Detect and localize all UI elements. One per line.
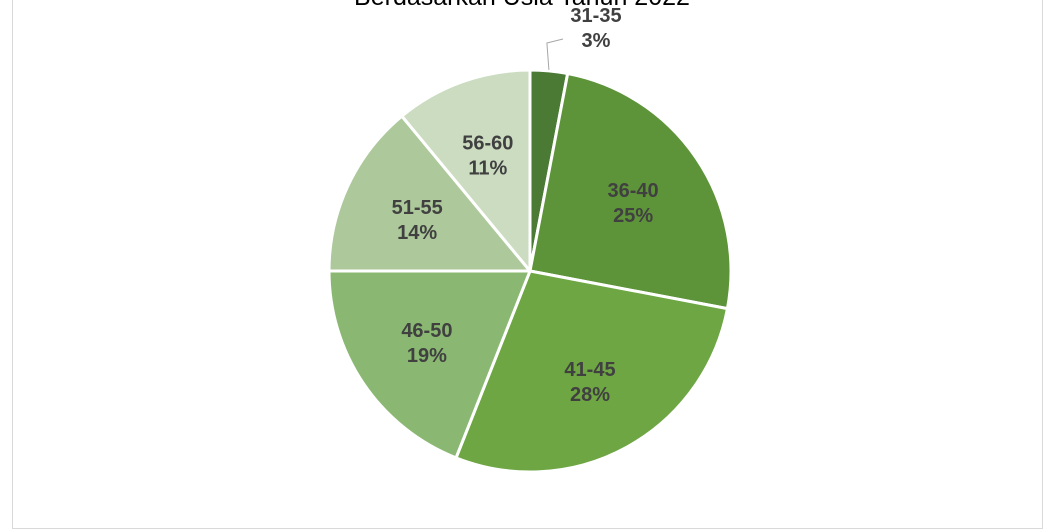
plot-border <box>12 0 1043 529</box>
leader-line <box>546 38 564 70</box>
pie-slice-51-55 <box>327 114 532 273</box>
slice-label-category: 36-40 <box>608 180 659 202</box>
slice-label-value: 25% <box>613 205 653 227</box>
slice-label-category: 56-60 <box>462 133 513 155</box>
pie-slice-36-40 <box>528 72 733 311</box>
slice-label-category: 41-45 <box>564 359 615 381</box>
slice-label-value: 11% <box>468 158 507 180</box>
slice-label-category: 51-55 <box>392 197 443 219</box>
slice-label-value: 28% <box>570 384 610 406</box>
slice-label-category: 31-35 <box>570 5 621 27</box>
pie-slice-41-45 <box>454 269 729 474</box>
pie-slice-46-50 <box>327 269 532 460</box>
slice-label-category: 46-50 <box>401 320 452 342</box>
pie-slice-56-60 <box>400 68 532 273</box>
chart-title: Berdasarkan Usia Tahun 2022 <box>0 0 1044 12</box>
slice-label-value: 14% <box>397 222 437 244</box>
slice-label-value: 3% <box>582 30 611 52</box>
slice-label-value: 19% <box>407 345 447 367</box>
